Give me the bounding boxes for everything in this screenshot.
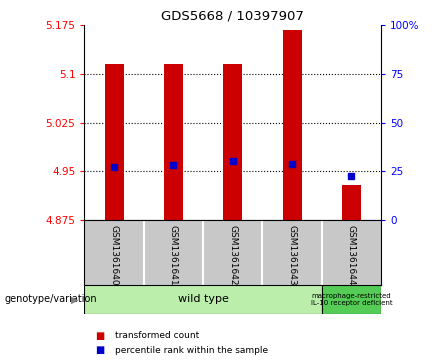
Text: GSM1361644: GSM1361644 bbox=[347, 225, 356, 285]
Text: GSM1361643: GSM1361643 bbox=[288, 225, 297, 285]
Text: genotype/variation: genotype/variation bbox=[4, 294, 97, 305]
Bar bbox=[283, 30, 301, 220]
Text: percentile rank within the sample: percentile rank within the sample bbox=[115, 346, 268, 355]
Bar bbox=[105, 64, 123, 220]
Text: transformed count: transformed count bbox=[115, 331, 199, 340]
Text: macrophage-restricted
IL-10 receptor deficient: macrophage-restricted IL-10 receptor def… bbox=[310, 293, 392, 306]
Bar bbox=[84, 285, 322, 314]
Text: GSM1361641: GSM1361641 bbox=[169, 225, 178, 285]
Bar bbox=[322, 285, 381, 314]
Bar bbox=[342, 185, 361, 220]
Text: GSM1361642: GSM1361642 bbox=[228, 225, 237, 285]
Text: ▶: ▶ bbox=[71, 294, 79, 305]
Bar bbox=[164, 64, 183, 220]
Text: GSM1361640: GSM1361640 bbox=[110, 225, 119, 285]
Title: GDS5668 / 10397907: GDS5668 / 10397907 bbox=[162, 10, 304, 23]
Text: ■: ■ bbox=[95, 345, 104, 355]
Text: ■: ■ bbox=[95, 331, 104, 341]
Bar bbox=[223, 64, 242, 220]
Text: wild type: wild type bbox=[178, 294, 229, 305]
